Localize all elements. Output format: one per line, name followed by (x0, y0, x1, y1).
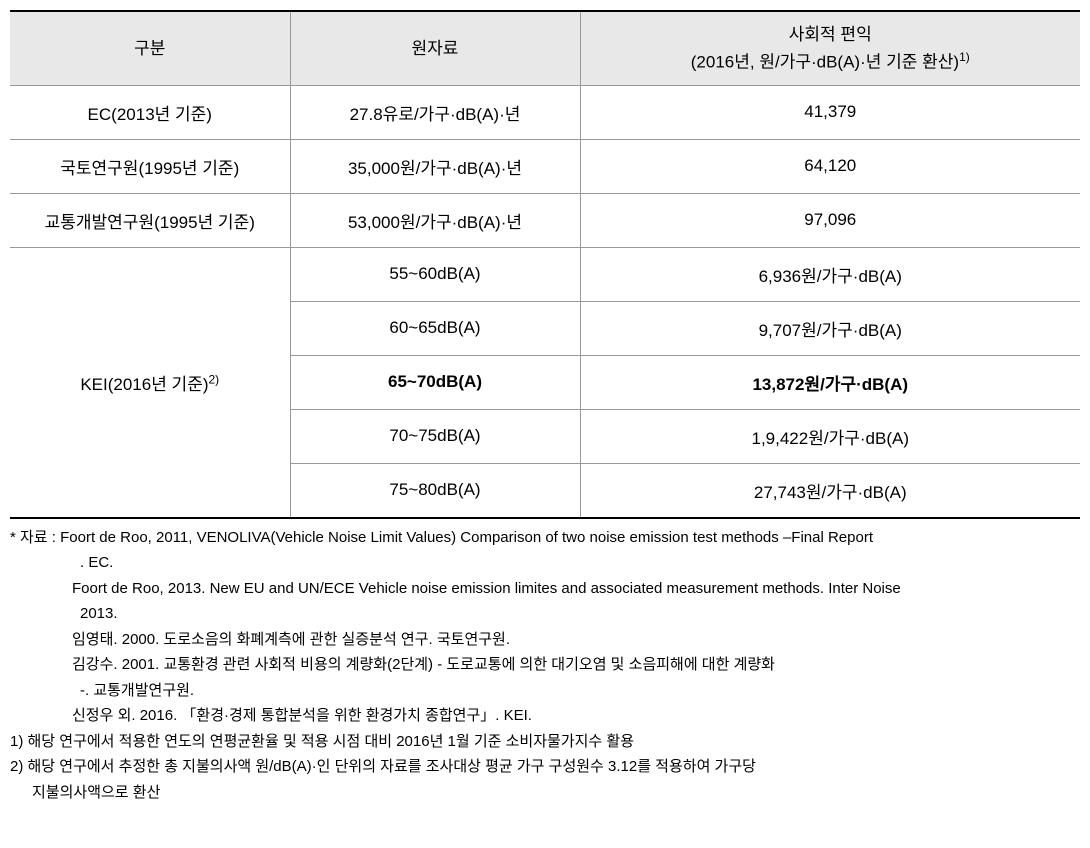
source-line: 임영태. 2000. 도로소음의 화폐계측에 관한 실증분석 연구. 국토연구원… (10, 627, 1080, 653)
table-body: EC(2013년 기준) 27.8유로/가구·dB(A)·년 41,379 국토… (10, 85, 1080, 518)
cell-category: 교통개발연구원(1995년 기준) (10, 193, 290, 247)
cell-raw: 75~80dB(A) (290, 463, 580, 518)
table-header-row: 구분 원자료 사회적 편익 (2016년, 원/가구·dB(A)·년 기준 환산… (10, 11, 1080, 85)
source-text: Foort de Roo, 2011, VENOLIVA(Vehicle Noi… (60, 529, 873, 546)
cell-raw: 27.8유로/가구·dB(A)·년 (290, 85, 580, 139)
cell-category: 국토연구원(1995년 기준) (10, 139, 290, 193)
cell-raw: 55~60dB(A) (290, 247, 580, 301)
cell-category: EC(2013년 기준) (10, 85, 290, 139)
table-notes: * 자료 : Foort de Roo, 2011, VENOLIVA(Vehi… (10, 525, 1080, 806)
table-row: KEI(2016년 기준)2) 55~60dB(A) 6,936원/가구·dB(… (10, 247, 1080, 301)
cell-raw: 60~65dB(A) (290, 301, 580, 355)
cell-raw: 70~75dB(A) (290, 409, 580, 463)
source-line: 김강수. 2001. 교통환경 관련 사회적 비용의 계량화(2단계) - 도로… (10, 652, 1080, 678)
table-row: 교통개발연구원(1995년 기준) 53,000원/가구·dB(A)·년 97,… (10, 193, 1080, 247)
source-line: 신정우 외. 2016. 「환경·경제 통합분석을 위한 환경가치 종합연구」.… (10, 703, 1080, 729)
cell-raw: 53,000원/가구·dB(A)·년 (290, 193, 580, 247)
noise-benefit-table: 구분 원자료 사회적 편익 (2016년, 원/가구·dB(A)·년 기준 환산… (10, 10, 1080, 519)
cell-benefit: 1,9,422원/가구·dB(A) (580, 409, 1080, 463)
header-raw-data: 원자료 (290, 11, 580, 85)
noise-benefit-table-wrapper: 구분 원자료 사회적 편익 (2016년, 원/가구·dB(A)·년 기준 환산… (10, 10, 1080, 805)
cell-benefit: 9,707원/가구·dB(A) (580, 301, 1080, 355)
footnote-line: 2) 해당 연구에서 추정한 총 지불의사액 원/dB(A)·인 단위의 자료를… (10, 754, 1080, 780)
cell-raw: 35,000원/가구·dB(A)·년 (290, 139, 580, 193)
footnote-line: 1) 해당 연구에서 적용한 연도의 연평균환율 및 적용 시점 대비 2016… (10, 729, 1080, 755)
header-social-benefit-line2: (2016년, 원/가구·dB(A)·년 기준 환산) (691, 52, 959, 71)
cell-benefit: 64,120 (580, 139, 1080, 193)
table-row: EC(2013년 기준) 27.8유로/가구·dB(A)·년 41,379 (10, 85, 1080, 139)
cell-benefit: 27,743원/가구·dB(A) (580, 463, 1080, 518)
cell-category-kei: KEI(2016년 기준)2) (10, 247, 290, 518)
source-line: 2013. (10, 601, 1080, 627)
kei-label: KEI(2016년 기준) (80, 375, 208, 394)
cell-benefit: 97,096 (580, 193, 1080, 247)
source-label: * 자료 : (10, 529, 60, 546)
header-social-benefit-line1: 사회적 편익 (789, 25, 872, 44)
cell-benefit: 41,379 (580, 85, 1080, 139)
header-social-benefit: 사회적 편익 (2016년, 원/가구·dB(A)·년 기준 환산)1) (580, 11, 1080, 85)
cell-benefit: 6,936원/가구·dB(A) (580, 247, 1080, 301)
header-sup-1: 1) (959, 50, 970, 64)
source-line: . EC. (10, 550, 1080, 576)
source-line: * 자료 : Foort de Roo, 2011, VENOLIVA(Vehi… (10, 525, 1080, 551)
table-row: 국토연구원(1995년 기준) 35,000원/가구·dB(A)·년 64,12… (10, 139, 1080, 193)
header-category: 구분 (10, 11, 290, 85)
cell-benefit-bold: 13,872원/가구·dB(A) (580, 355, 1080, 409)
footnote-line: 지불의사액으로 환산 (10, 780, 1080, 806)
source-line: Foort de Roo, 2013. New EU and UN/ECE Ve… (10, 576, 1080, 602)
kei-sup: 2) (209, 372, 220, 386)
source-line: -. 교통개발연구원. (10, 678, 1080, 704)
cell-raw-bold: 65~70dB(A) (290, 355, 580, 409)
